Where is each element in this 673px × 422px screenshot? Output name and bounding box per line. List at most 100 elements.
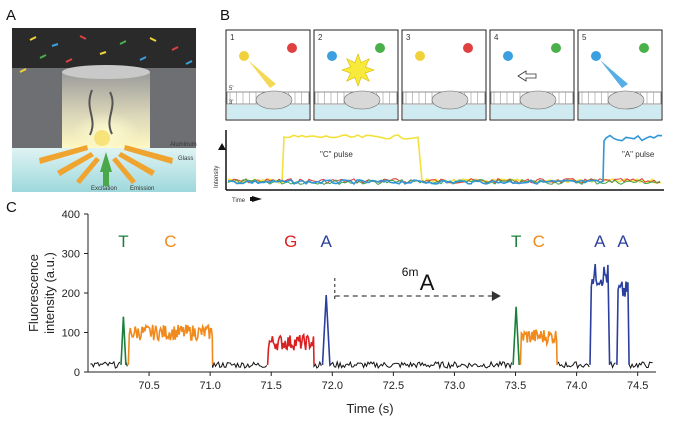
well-rim [62, 65, 150, 79]
polymerase [431, 90, 469, 110]
nucleotide-dye [375, 43, 385, 53]
trace-ylabel: Intensity [214, 166, 220, 188]
x-tick-label: 72.5 [383, 380, 404, 392]
chart-ylabel: Fluorescence intensity (a.u.) [26, 252, 57, 334]
nucleotide-dye [239, 51, 249, 61]
pulse-T [120, 316, 127, 365]
nucleotide-dye [551, 43, 561, 53]
nucleotide-dye [639, 43, 649, 53]
leave-arrow-icon [517, 70, 537, 82]
pulse-C [519, 329, 558, 365]
step-glass [403, 105, 485, 119]
trace-xlabel: Time [232, 198, 246, 204]
step-panel-5: 5 [577, 29, 663, 121]
excitation-label: Excitation [91, 186, 117, 192]
step-panel-4: 4 [489, 29, 575, 121]
pulse-T [512, 306, 520, 365]
polymerase [519, 90, 557, 110]
polymerase [607, 90, 645, 110]
y-tick-label: 100 [62, 328, 80, 340]
base-call-T: T [511, 232, 521, 251]
x-tick-label: 73.0 [444, 380, 465, 392]
step-number: 4 [494, 33, 499, 42]
step-number: 3 [406, 33, 411, 42]
x-tick-label: 74.0 [566, 380, 587, 392]
nucleotide-dye [591, 51, 601, 61]
y-tick-label: 0 [74, 367, 80, 379]
trace-a-channel [227, 134, 663, 186]
y-tick-label: 300 [62, 249, 80, 261]
base-call-C: C [533, 232, 545, 251]
step-number: 2 [318, 33, 323, 42]
nucleotide-dye [287, 43, 297, 53]
nucleotide-dye [503, 51, 513, 61]
strand-3-label: 3' [229, 100, 233, 106]
time-arrow-icon [252, 196, 262, 202]
time-arrow-shaft [250, 197, 253, 201]
nucleotide-dye [463, 43, 473, 53]
x-tick-label: 70.5 [138, 380, 159, 392]
polymerase [343, 90, 381, 110]
base-call-G: G [284, 232, 297, 251]
base-call-A: A [594, 232, 606, 251]
step-glass [315, 105, 397, 119]
step-glass [579, 105, 661, 119]
base-call-C: C [164, 232, 176, 251]
chart-xlabel: Time (s) [346, 401, 393, 416]
trace-c-channel [227, 134, 662, 184]
step-glass [491, 105, 573, 119]
base-call-A: A [321, 232, 333, 251]
c-pulse-label: "C" pulse [320, 150, 353, 159]
x-tick-label: 73.5 [505, 380, 526, 392]
chart-ylabel-line1: Fluorescence [26, 254, 41, 332]
incorporation-beam [248, 60, 276, 88]
trace-baseline [90, 360, 653, 370]
nucleotide-dye [415, 51, 425, 61]
polymerase [94, 130, 110, 146]
nucleotide-dye [327, 51, 337, 61]
aluminum-label: Aluminum [170, 142, 197, 148]
panel-c-label: C [6, 199, 17, 216]
emission-label: Emission [130, 186, 154, 192]
pulse-trace-panel: Intensity Time "C" pulse "A" pulse [214, 130, 664, 204]
strand-5-label: 5' [229, 86, 233, 92]
y-tick-label: 400 [62, 209, 80, 221]
sequencing-trace-chart: 0 100 200 300 400 70.5 71.0 71.5 72.0 72.5 73.0 73… [26, 209, 656, 416]
zmw-illustration: Aluminum Glass Excitation Emission [12, 28, 197, 192]
dna-strand-2 [108, 91, 114, 135]
step-panel-3: 3 [401, 29, 487, 121]
pulse-G [266, 332, 315, 365]
panel-b-label: B [220, 7, 230, 24]
y-tick-label: 200 [62, 288, 80, 300]
step-number: 1 [230, 33, 235, 42]
excitation-arrow [100, 152, 112, 186]
x-tick-label: 71.0 [199, 380, 220, 392]
step-panel-1: 1 5' 3' [225, 29, 311, 121]
chart-ylabel-line2: intensity (a.u.) [42, 252, 57, 334]
intensity-arrow-icon [218, 143, 226, 150]
x-tick-label: 72.0 [322, 380, 343, 392]
zmw-sky [12, 28, 196, 68]
step-panel-2: 2 [313, 29, 399, 121]
step-glass [227, 105, 309, 119]
pulse-A [589, 263, 611, 365]
mod-arrow-head-icon [491, 290, 501, 301]
mod-label-superscript: 6m [402, 265, 419, 279]
dna-strand [88, 89, 94, 136]
nucleotides [19, 35, 193, 73]
panel-a-label: A [6, 7, 16, 24]
polymerase [255, 90, 293, 110]
pulse-A [321, 294, 331, 365]
incorporation-beam [600, 60, 628, 88]
y-ticks: 0 100 200 300 400 [62, 209, 88, 379]
base-call-A: A [617, 232, 629, 251]
step-number: 5 [582, 33, 587, 42]
pulse-C [127, 323, 214, 365]
glass-label: Glass [178, 156, 193, 162]
x-ticks: 70.5 71.0 71.5 72.0 72.5 73.0 73.5 74.0 74.5 [138, 372, 648, 392]
x-tick-label: 74.5 [627, 380, 648, 392]
flash-icon [341, 53, 375, 87]
a-pulse-label: "A" pulse [622, 150, 655, 159]
